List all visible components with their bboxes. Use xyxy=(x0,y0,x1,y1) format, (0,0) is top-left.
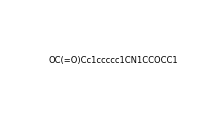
Text: OC(=O)Cc1ccccc1CN1CCOCC1: OC(=O)Cc1ccccc1CN1CCOCC1 xyxy=(49,56,178,65)
